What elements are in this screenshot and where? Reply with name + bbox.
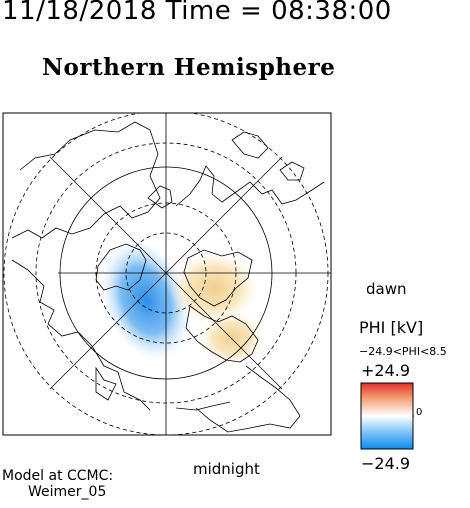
model-name: Weimer_05 xyxy=(28,484,107,500)
positive-potential-cell xyxy=(170,252,258,324)
colorbar-max-label: +24.9 xyxy=(361,361,411,380)
hemisphere-title: Northern Hemisphere xyxy=(42,54,336,81)
meridian-diagonal-2 xyxy=(49,156,283,390)
timestamp: 11/18/2018 Time = 08:38:00 xyxy=(2,0,392,26)
colorbar-gradient xyxy=(360,382,414,450)
model-label: Model at CCMC: xyxy=(2,468,114,484)
polar-map xyxy=(2,112,332,436)
colorbar-zero-label: 0 xyxy=(416,407,423,418)
negative-potential-cell xyxy=(101,239,191,361)
dawn-label: dawn xyxy=(366,280,407,298)
colorbar-range: −24.9<PHI<8.5 xyxy=(359,345,447,358)
positive-potential-cell-lower xyxy=(200,312,264,364)
colorbar-min-label: −24.9 xyxy=(361,454,411,473)
coastlines xyxy=(11,121,325,433)
colorbar xyxy=(360,382,414,450)
midnight-label: midnight xyxy=(193,460,260,478)
colorbar-title: PHI [kV] xyxy=(359,318,424,337)
